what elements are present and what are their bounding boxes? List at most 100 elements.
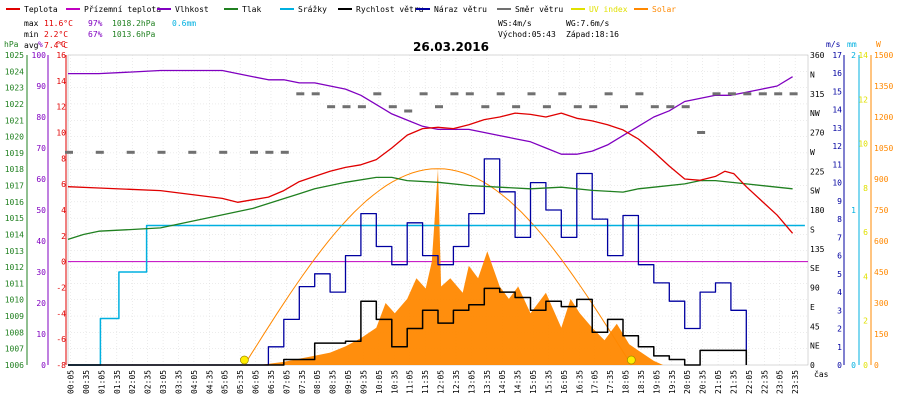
wind-direction-mark — [126, 150, 135, 154]
temp-tick-label: 16 — [56, 51, 66, 60]
unit-w: W — [876, 40, 881, 49]
hpa-tick-label: 1025 — [5, 51, 24, 60]
time-tick-label: 20:35 — [699, 370, 708, 394]
temp-tick-label: -2 — [56, 284, 66, 293]
wind-direction-mark — [296, 92, 305, 96]
time-tick-label: 03:05 — [159, 370, 168, 394]
pct-tick-label: 20 — [36, 299, 46, 308]
wind-direction-mark — [435, 105, 443, 109]
mm-tick-label: 1 — [851, 206, 856, 215]
ms-tick-label: 10 — [832, 179, 842, 188]
uv-tick-label: 2 — [863, 317, 868, 326]
time-tick-label: 14:05 — [498, 370, 507, 394]
ms-tick-label: 5 — [837, 270, 842, 279]
wind-direction-mark — [342, 105, 351, 109]
time-tick-label: 18:35 — [637, 370, 646, 394]
time-tick-label: 01:35 — [113, 370, 122, 394]
hpa-tick-label: 1015 — [5, 214, 24, 223]
uv-tick-label: 8 — [863, 184, 868, 193]
time-tick-label: 22:35 — [760, 370, 769, 394]
time-tick-label: 20:05 — [683, 370, 692, 394]
ms-tick-label: 15 — [832, 87, 842, 96]
temp-tick-label: 6 — [61, 180, 66, 189]
wind-direction-mark — [481, 105, 490, 109]
hpa-tick-label: 1012 — [5, 263, 24, 272]
direction-tick-label: NE — [810, 342, 820, 351]
info-ws: WS:4m/s — [498, 19, 532, 28]
time-tick-label: 10:05 — [375, 370, 384, 394]
ms-tick-label: 6 — [837, 252, 842, 261]
ms-tick-label: 13 — [832, 124, 842, 133]
wind-direction-mark — [527, 92, 536, 96]
ms-tick-label: 1 — [837, 343, 842, 352]
wind-direction-mark — [589, 105, 598, 109]
stat-max-label: max — [24, 19, 39, 28]
wind-direction-mark — [419, 92, 428, 96]
time-tick-label: 04:05 — [190, 370, 199, 394]
stat-max-temp: 11.6°C — [44, 19, 73, 28]
w-tick-label: 750 — [874, 206, 889, 215]
wind-direction-mark — [743, 92, 752, 96]
wind-direction-mark — [496, 92, 505, 96]
time-tick-label: 12:35 — [452, 370, 461, 394]
wind-line — [68, 287, 748, 366]
solar-area — [259, 168, 664, 365]
stat-avg-temp: 7.4°C — [44, 41, 68, 50]
wind-direction-mark — [635, 92, 644, 96]
legend-label-uv: UV index — [589, 5, 628, 14]
direction-tick-label: NW — [810, 109, 820, 118]
pct-tick-label: 0 — [41, 361, 46, 370]
pct-tick-label: 100 — [32, 51, 47, 60]
uv-tick-label: 6 — [863, 228, 868, 237]
time-tick-label: 18:05 — [622, 370, 631, 394]
stat-min-label: min — [24, 30, 39, 39]
time-tick-label: 15:35 — [544, 370, 553, 394]
wind-direction-mark — [697, 131, 706, 134]
time-tick-label: 05:35 — [236, 370, 245, 394]
temp-tick-label: 4 — [61, 206, 66, 215]
ms-tick-label: 9 — [837, 197, 842, 206]
wind-direction-mark — [373, 92, 382, 96]
legend-label-wind: Rychlost větru — [356, 5, 424, 14]
time-tick-label: 08:05 — [313, 370, 322, 394]
wind-direction-mark — [357, 105, 366, 109]
pct-tick-label: 60 — [36, 175, 46, 184]
uv-tick-label: 12 — [858, 95, 868, 104]
time-tick-label: 12:05 — [437, 370, 446, 394]
hpa-tick-label: 1007 — [5, 345, 24, 354]
temp-tick-label: 0 — [61, 258, 66, 267]
wind-direction-mark — [774, 92, 783, 96]
temp-tick-label: -8 — [56, 361, 66, 370]
legend-label-gust: Náraz větru — [434, 5, 487, 14]
sun-curve — [243, 168, 632, 366]
hpa-tick-label: 1022 — [5, 100, 24, 109]
direction-tick-label: W — [810, 148, 815, 157]
stat-min-hum: 67% — [88, 30, 103, 39]
pct-tick-label: 40 — [36, 237, 46, 246]
pct-tick-label: 90 — [36, 82, 46, 91]
uv-tick-label: 0 — [863, 361, 868, 370]
axes: 00:05 00:35 01:05 01:35 02:05 02:35 03:05 03:35… — [5, 51, 894, 394]
time-tick-label: 02:35 — [144, 370, 153, 394]
direction-tick-label: E — [810, 303, 815, 312]
legend-label-dir: Směr větru — [515, 5, 563, 14]
stat-max-hum: 97% — [88, 19, 103, 28]
time-tick-label: 19:35 — [668, 370, 677, 394]
uv-tick-label: 10 — [858, 140, 868, 149]
stats-block: max 11.6°C 97% 1018.2hPa 0.6mm min 2.2°C… — [24, 19, 196, 50]
wind-direction-mark — [681, 105, 690, 109]
direction-tick-label: 0 — [810, 361, 815, 370]
wind-direction-mark — [280, 150, 289, 154]
unit-c: °C — [56, 40, 66, 49]
ms-tick-label: 14 — [832, 106, 842, 115]
temp-tick-label: -4 — [56, 309, 66, 318]
w-tick-label: 1500 — [874, 51, 893, 60]
sunrise-marker — [240, 355, 249, 365]
direction-tick-label: 270 — [810, 129, 825, 138]
w-tick-label: 450 — [874, 268, 889, 277]
mm-tick-label: 2 — [851, 51, 856, 60]
unit-hpa: hPa — [4, 40, 19, 49]
legend-label-temp: Teplota — [24, 5, 58, 14]
time-tick-label: 07:35 — [298, 370, 307, 394]
mm-tick-label: 0 — [851, 361, 856, 370]
